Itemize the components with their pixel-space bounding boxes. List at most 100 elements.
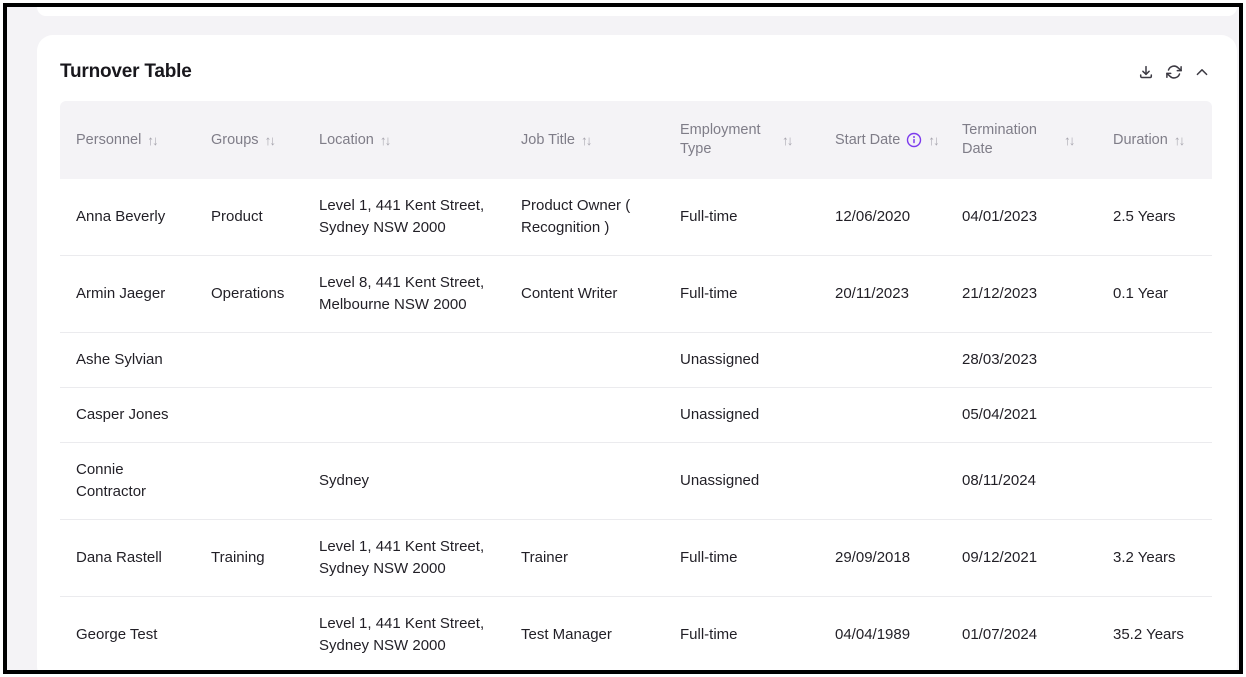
column-header-termination-date[interactable]: Termination Date ↑↓ — [946, 109, 1097, 171]
cell-personnel: Dana Rastell — [76, 549, 162, 566]
sort-icon: ↑↓ — [782, 132, 793, 148]
cell-personnel: Casper Jones — [76, 406, 169, 423]
cell-job-title: Product Owner ( Recognition ) — [521, 197, 631, 236]
cell-personnel: Armin Jaeger — [76, 285, 166, 302]
column-header-personnel[interactable]: Personnel ↑↓ — [60, 119, 195, 162]
cell-start-date — [819, 399, 946, 431]
cell-termination-date: 01/07/2024 — [962, 626, 1038, 643]
table-row[interactable]: Anna Beverly Product Level 1, 441 Kent S… — [60, 179, 1212, 256]
sort-icon: ↑↓ — [1173, 132, 1185, 148]
column-label: Start Date — [835, 131, 901, 148]
cell-employment-type: Full-time — [680, 626, 738, 643]
cell-employment-type: Full-time — [680, 285, 738, 302]
turnover-table-card: Turnover Table — [37, 35, 1237, 670]
column-label: Termination Date — [962, 122, 1037, 157]
table-row[interactable]: Connie Contractor Sydney Unassigned 08/1… — [60, 443, 1212, 520]
cell-employment-type: Full-time — [680, 208, 738, 225]
card-toolbar — [1136, 62, 1212, 82]
column-label: Groups — [211, 131, 259, 148]
cell-location: Level 8, 441 Kent Street, Melbourne NSW … — [319, 274, 485, 313]
column-header-start-date[interactable]: Start Date ↑↓ — [819, 119, 946, 162]
cell-job-title: Test Manager — [521, 626, 612, 643]
cell-personnel: Anna Beverly — [76, 208, 166, 225]
cell-job-title: Content Writer — [521, 285, 618, 302]
cell-job-title — [505, 465, 664, 497]
table-header-row: Personnel ↑↓ Groups ↑↓ Location ↑↓ Job T… — [60, 101, 1212, 179]
download-icon — [1138, 64, 1154, 80]
column-label: Location — [319, 131, 374, 148]
cell-duration: 0.1 Year — [1113, 285, 1169, 302]
cell-termination-date: 09/12/2021 — [962, 549, 1038, 566]
table-row[interactable]: Dana Rastell Training Level 1, 441 Kent … — [60, 520, 1212, 597]
cell-groups — [195, 619, 303, 651]
sort-icon: ↑↓ — [1064, 132, 1075, 148]
column-label: Job Title — [521, 131, 575, 148]
cell-termination-date: 05/04/2021 — [962, 406, 1038, 423]
cell-groups: Training — [211, 549, 265, 566]
cell-personnel: Ashe Sylvian — [76, 351, 163, 368]
column-header-duration[interactable]: Duration ↑↓ — [1097, 119, 1212, 162]
refresh-icon — [1166, 64, 1182, 80]
cell-groups — [195, 465, 303, 497]
cell-duration — [1097, 465, 1212, 497]
cell-duration — [1097, 399, 1212, 431]
cell-groups — [195, 399, 303, 431]
column-label: Duration — [1113, 131, 1168, 148]
cell-start-date: 12/06/2020 — [835, 208, 911, 225]
cell-duration — [1097, 344, 1212, 376]
cell-groups: Operations — [211, 285, 285, 302]
cell-termination-date: 08/11/2024 — [962, 472, 1036, 489]
cell-employment-type: Full-time — [680, 549, 738, 566]
cell-location — [303, 399, 505, 431]
card-header: Turnover Table — [60, 60, 1212, 84]
page-title: Turnover Table — [60, 61, 192, 82]
cell-start-date: 29/09/2018 — [835, 549, 911, 566]
column-label: Personnel — [76, 131, 142, 148]
cell-job-title — [505, 399, 664, 431]
cell-start-date — [819, 465, 946, 497]
app-window: Turnover Table — [3, 3, 1243, 674]
cell-duration: 2.5 Years — [1113, 208, 1176, 225]
cell-personnel: George Test — [76, 626, 158, 643]
cell-start-date — [819, 344, 946, 376]
table-row[interactable]: George Test Level 1, 441 Kent Street, Sy… — [60, 597, 1212, 670]
column-header-employment-type[interactable]: Employment Type ↑↓ — [664, 109, 819, 171]
cell-job-title — [505, 344, 664, 376]
refresh-button[interactable] — [1164, 62, 1184, 82]
cell-location: Level 1, 441 Kent Street, Sydney NSW 200… — [319, 197, 485, 236]
cell-location: Level 1, 441 Kent Street, Sydney NSW 200… — [319, 538, 485, 577]
table-row[interactable]: Casper Jones Unassigned 05/04/2021 — [60, 388, 1212, 443]
sort-icon: ↑↓ — [581, 132, 592, 148]
sort-icon: ↑↓ — [264, 132, 276, 148]
cell-personnel: Connie Contractor — [76, 461, 147, 500]
cell-job-title: Trainer — [521, 549, 568, 566]
table-row[interactable]: Ashe Sylvian Unassigned 28/03/2023 — [60, 333, 1212, 388]
cell-location: Level 1, 441 Kent Street, Sydney NSW 200… — [319, 615, 485, 654]
chevron-up-icon — [1194, 64, 1210, 80]
column-header-location[interactable]: Location ↑↓ — [303, 119, 505, 162]
cell-duration: 35.2 Years — [1113, 626, 1184, 643]
previous-card-edge — [37, 7, 1237, 16]
cell-start-date: 20/11/2023 — [835, 285, 909, 302]
column-header-job-title[interactable]: Job Title ↑↓ — [505, 119, 664, 162]
cell-duration: 3.2 Years — [1113, 549, 1176, 566]
column-header-groups[interactable]: Groups ↑↓ — [195, 119, 303, 162]
cell-start-date: 04/04/1989 — [835, 626, 911, 643]
cell-termination-date: 28/03/2023 — [962, 351, 1038, 368]
cell-groups: Product — [211, 208, 263, 225]
cell-employment-type: Unassigned — [680, 351, 760, 368]
table-row[interactable]: Armin Jaeger Operations Level 8, 441 Ken… — [60, 256, 1212, 333]
column-label: Employment Type — [680, 122, 761, 157]
download-button[interactable] — [1136, 62, 1156, 82]
cell-employment-type: Unassigned — [680, 472, 760, 489]
sort-icon: ↑↓ — [147, 132, 158, 148]
cell-termination-date: 21/12/2023 — [962, 285, 1038, 302]
cell-location: Sydney — [319, 472, 370, 489]
sort-icon: ↑↓ — [928, 132, 939, 148]
cell-groups — [195, 344, 303, 376]
collapse-button[interactable] — [1192, 62, 1212, 82]
info-icon[interactable] — [906, 132, 922, 148]
cell-location — [303, 344, 505, 376]
turnover-table: Personnel ↑↓ Groups ↑↓ Location ↑↓ Job T… — [60, 101, 1212, 670]
cell-termination-date: 04/01/2023 — [962, 208, 1038, 225]
